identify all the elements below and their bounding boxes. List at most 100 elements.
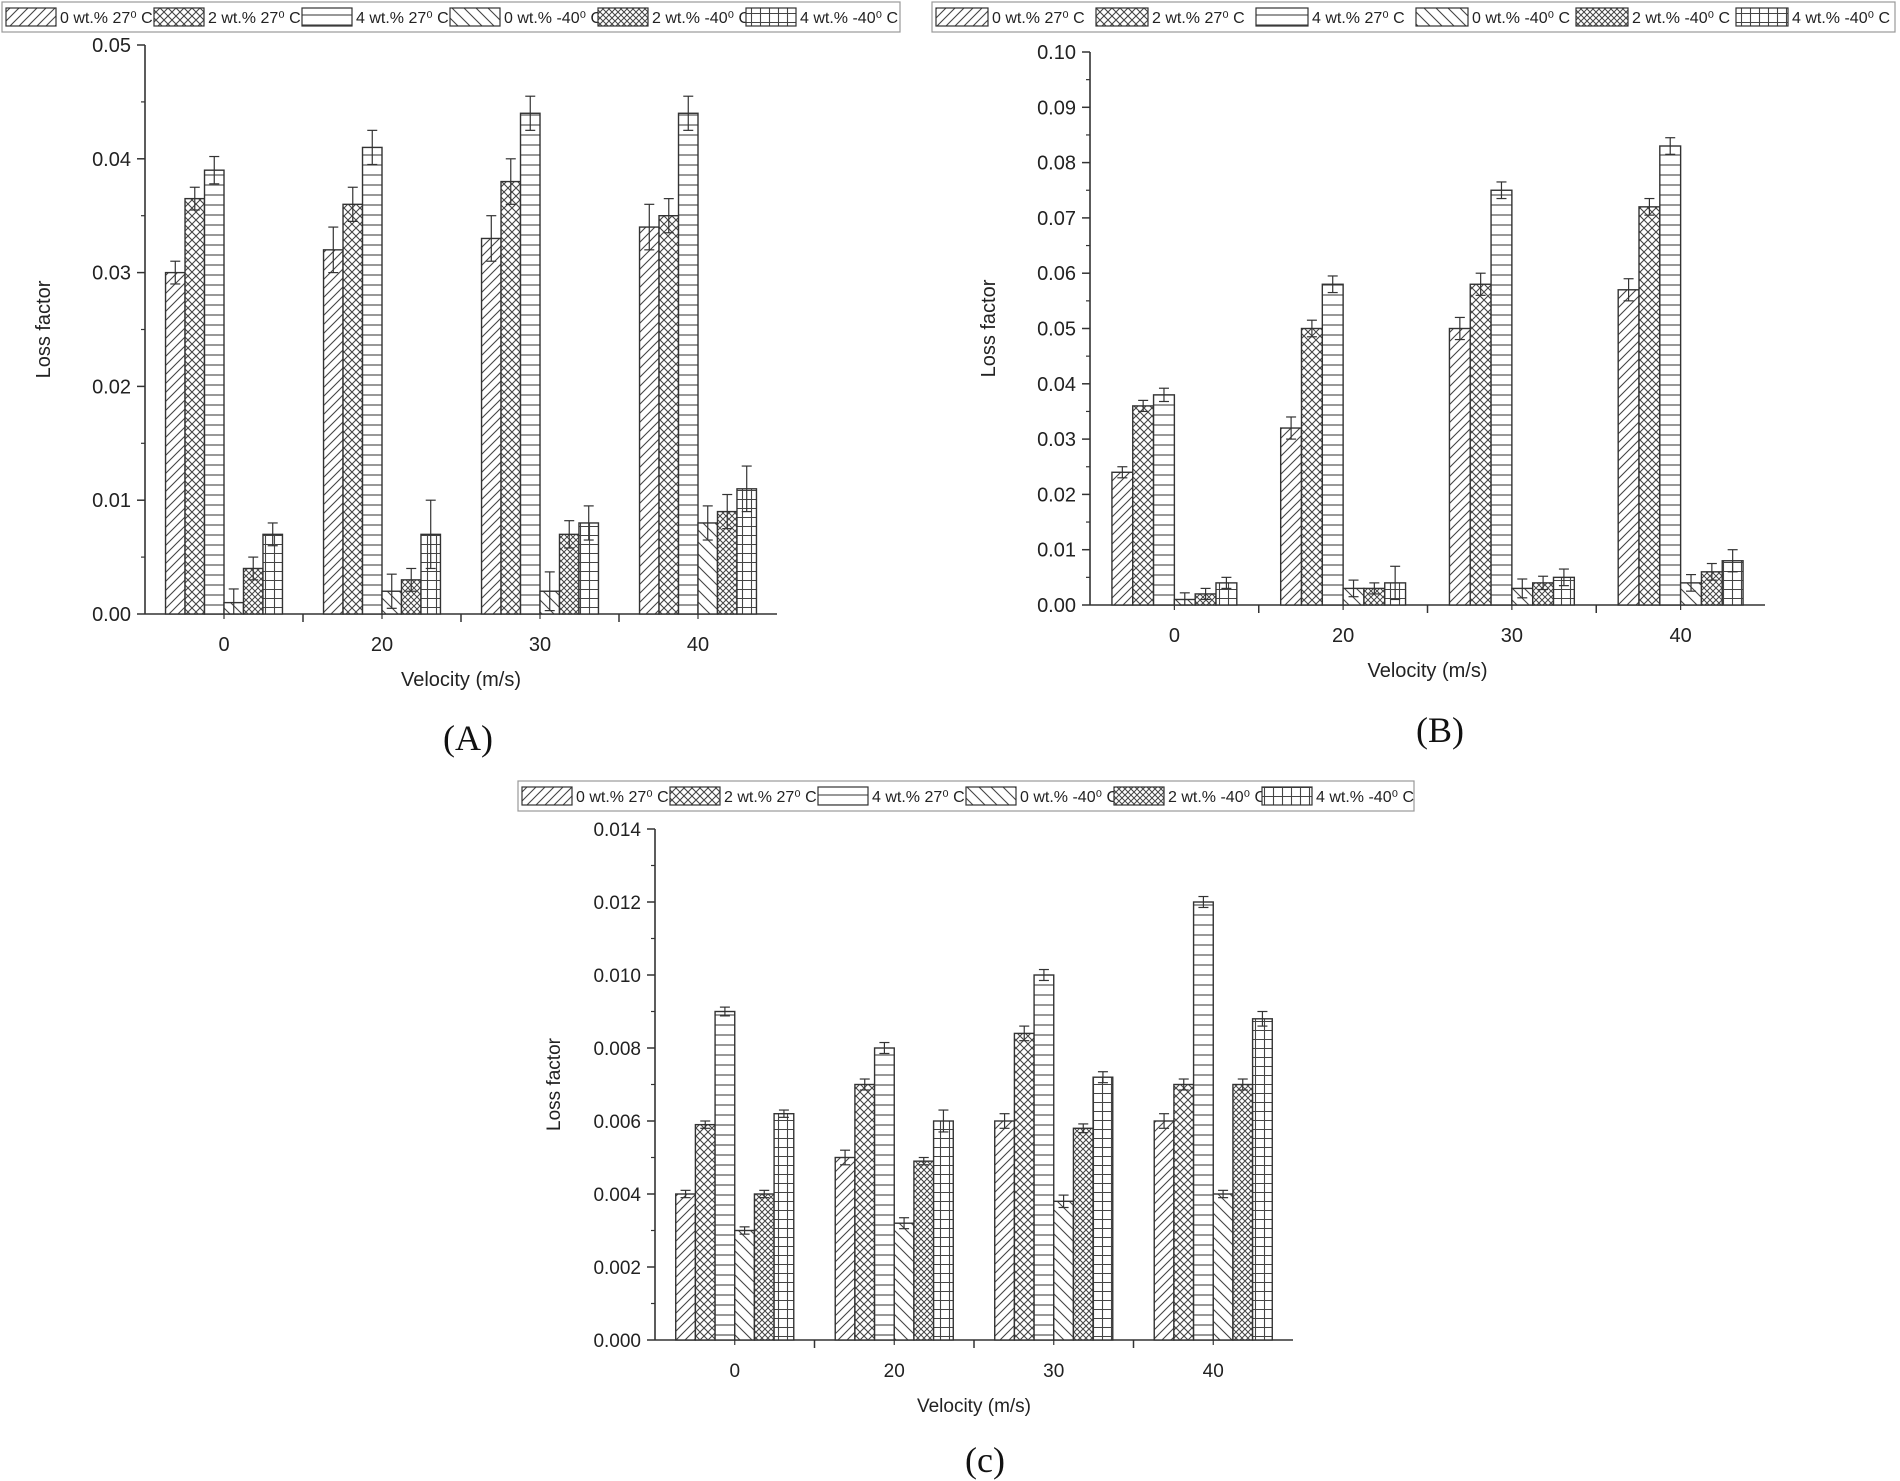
legend-swatch	[1735, 7, 1789, 27]
y-tick-label: 0.01	[1037, 540, 1076, 562]
bar	[675, 1193, 697, 1341]
legend-entry: 4 wt.% 27⁰ C	[872, 789, 965, 806]
y-tick-label: 0.08	[1037, 153, 1076, 175]
bar	[1053, 1200, 1075, 1341]
bar	[1232, 1083, 1254, 1341]
bar	[994, 1120, 1016, 1341]
legend-swatch	[153, 7, 205, 27]
bar	[1469, 283, 1492, 606]
bar	[480, 237, 502, 615]
bar	[361, 146, 383, 615]
legend-swatch	[1415, 7, 1469, 27]
bar	[734, 1229, 756, 1341]
bar	[834, 1156, 856, 1341]
legend-entry: 0 wt.% -40⁰ C	[1472, 10, 1570, 27]
bar	[1300, 327, 1324, 606]
legend-swatch	[745, 7, 797, 27]
bar	[1111, 471, 1134, 606]
legend-entry: 4 wt.% -40⁰ C	[1792, 10, 1890, 27]
x-tick-label: 40	[1670, 625, 1692, 647]
y-tick-label: 0.04	[1037, 374, 1076, 396]
bar	[1321, 283, 1344, 606]
bar	[203, 169, 225, 615]
y-tick-label: 0.000	[593, 1331, 641, 1352]
bar	[873, 1047, 895, 1341]
legend-swatch	[5, 7, 57, 27]
bar	[1152, 394, 1176, 606]
legend-swatch	[597, 7, 649, 27]
x-tick-label: 40	[1203, 1361, 1224, 1382]
y-tick-label: 0.10	[1037, 42, 1076, 64]
x-tick-label: 40	[687, 634, 709, 656]
bar	[184, 197, 206, 615]
legend-swatch	[1095, 7, 1149, 27]
legend-c: 0 wt.% 27⁰ C 2 wt.% 27⁰ C 4 wt.% 27⁰ C 0 wt…	[517, 780, 1415, 812]
panel-label-c: (c)	[965, 1440, 1005, 1480]
bar	[932, 1120, 954, 1341]
x-axis-title: Velocity (m/s)	[401, 669, 521, 691]
legend-entry: 4 wt.% -40⁰ C	[1316, 789, 1414, 806]
bar	[1490, 189, 1513, 606]
legend-entry: 2 wt.% 27⁰ C	[724, 789, 817, 806]
legend-swatch	[935, 7, 989, 27]
legend-entry: 2 wt.% 27⁰ C	[1152, 10, 1245, 27]
y-tick-label: 0.04	[92, 149, 131, 171]
y-tick-label: 0.006	[593, 1112, 641, 1133]
bar	[164, 271, 186, 615]
legend-swatch	[669, 786, 721, 806]
bar	[519, 112, 541, 615]
legend-swatch	[817, 786, 869, 806]
panel-c: 0 wt.% 27⁰ C 2 wt.% 27⁰ C 4 wt.% 27⁰ C 0 wt…	[517, 780, 1415, 1480]
panel-label-b: (B)	[1416, 710, 1464, 750]
bar	[1132, 405, 1155, 606]
legend-entry: 4 wt.% 27⁰ C	[356, 10, 449, 27]
y-tick-label: 0.010	[593, 966, 641, 987]
y-tick-label: 0.05	[92, 35, 131, 57]
bar	[1638, 206, 1661, 606]
bar	[773, 1112, 795, 1341]
x-tick-label: 20	[884, 1361, 905, 1382]
legend-swatch	[301, 7, 353, 27]
y-tick-label: 0.01	[92, 490, 131, 512]
y-tick-label: 0.09	[1037, 97, 1076, 119]
x-axis-title: Velocity (m/s)	[1367, 660, 1487, 682]
legend-a: 0 wt.% 27⁰ C 2 wt.% 27⁰ C 4 wt.% 27⁰ C 0 wt…	[1, 1, 901, 33]
bar	[500, 180, 522, 615]
y-tick-label: 0.014	[593, 820, 641, 841]
legend-entry: 0 wt.% -40⁰ C	[504, 10, 602, 27]
x-tick-label: 30	[1043, 1361, 1064, 1382]
legend-entry: 0 wt.% -40⁰ C	[1020, 789, 1118, 806]
legend-box	[931, 1, 1896, 33]
y-tick-label: 0.02	[1037, 484, 1076, 506]
y-tick-label: 0.05	[1037, 319, 1076, 341]
y-tick-label: 0.03	[1037, 429, 1076, 451]
legend-entry: 0 wt.% 27⁰ C	[992, 10, 1085, 27]
bar	[638, 226, 660, 615]
legend-swatch	[1113, 786, 1165, 806]
bar	[1617, 289, 1640, 606]
chart-a: 0.00 0.01 0.02 0.03 0.04 0.05 Velocity (m/s) Lo…	[33, 35, 777, 691]
y-tick-label: 0.004	[593, 1185, 641, 1206]
y-tick-label: 0.012	[593, 893, 641, 914]
y-tick-label: 0.002	[593, 1258, 641, 1279]
legend-swatch	[1575, 7, 1629, 27]
legend-entry: 4 wt.% -40⁰ C	[800, 10, 898, 27]
legend-entry: 0 wt.% 27⁰ C	[60, 10, 153, 27]
bar	[658, 214, 680, 615]
x-tick-label: 0	[729, 1361, 740, 1382]
legend-swatch	[1255, 7, 1309, 27]
legend-swatch	[449, 7, 501, 27]
x-tick-label: 0	[218, 634, 229, 656]
y-axis-title: Loss factor	[978, 279, 1000, 377]
legend-entry: 2 wt.% -40⁰ C	[1168, 789, 1266, 806]
legend-entry: 2 wt.% -40⁰ C	[1632, 10, 1730, 27]
x-tick-label: 20	[371, 634, 393, 656]
panel-label-a: (A)	[443, 718, 493, 758]
legend-swatch	[965, 786, 1017, 806]
y-tick-label: 0.00	[1037, 595, 1076, 617]
bar	[1659, 145, 1682, 606]
y-axis-title: Loss factor	[544, 1037, 565, 1131]
x-axis-title: Velocity (m/s)	[917, 1396, 1031, 1417]
y-axis-title: Loss factor	[33, 280, 55, 378]
